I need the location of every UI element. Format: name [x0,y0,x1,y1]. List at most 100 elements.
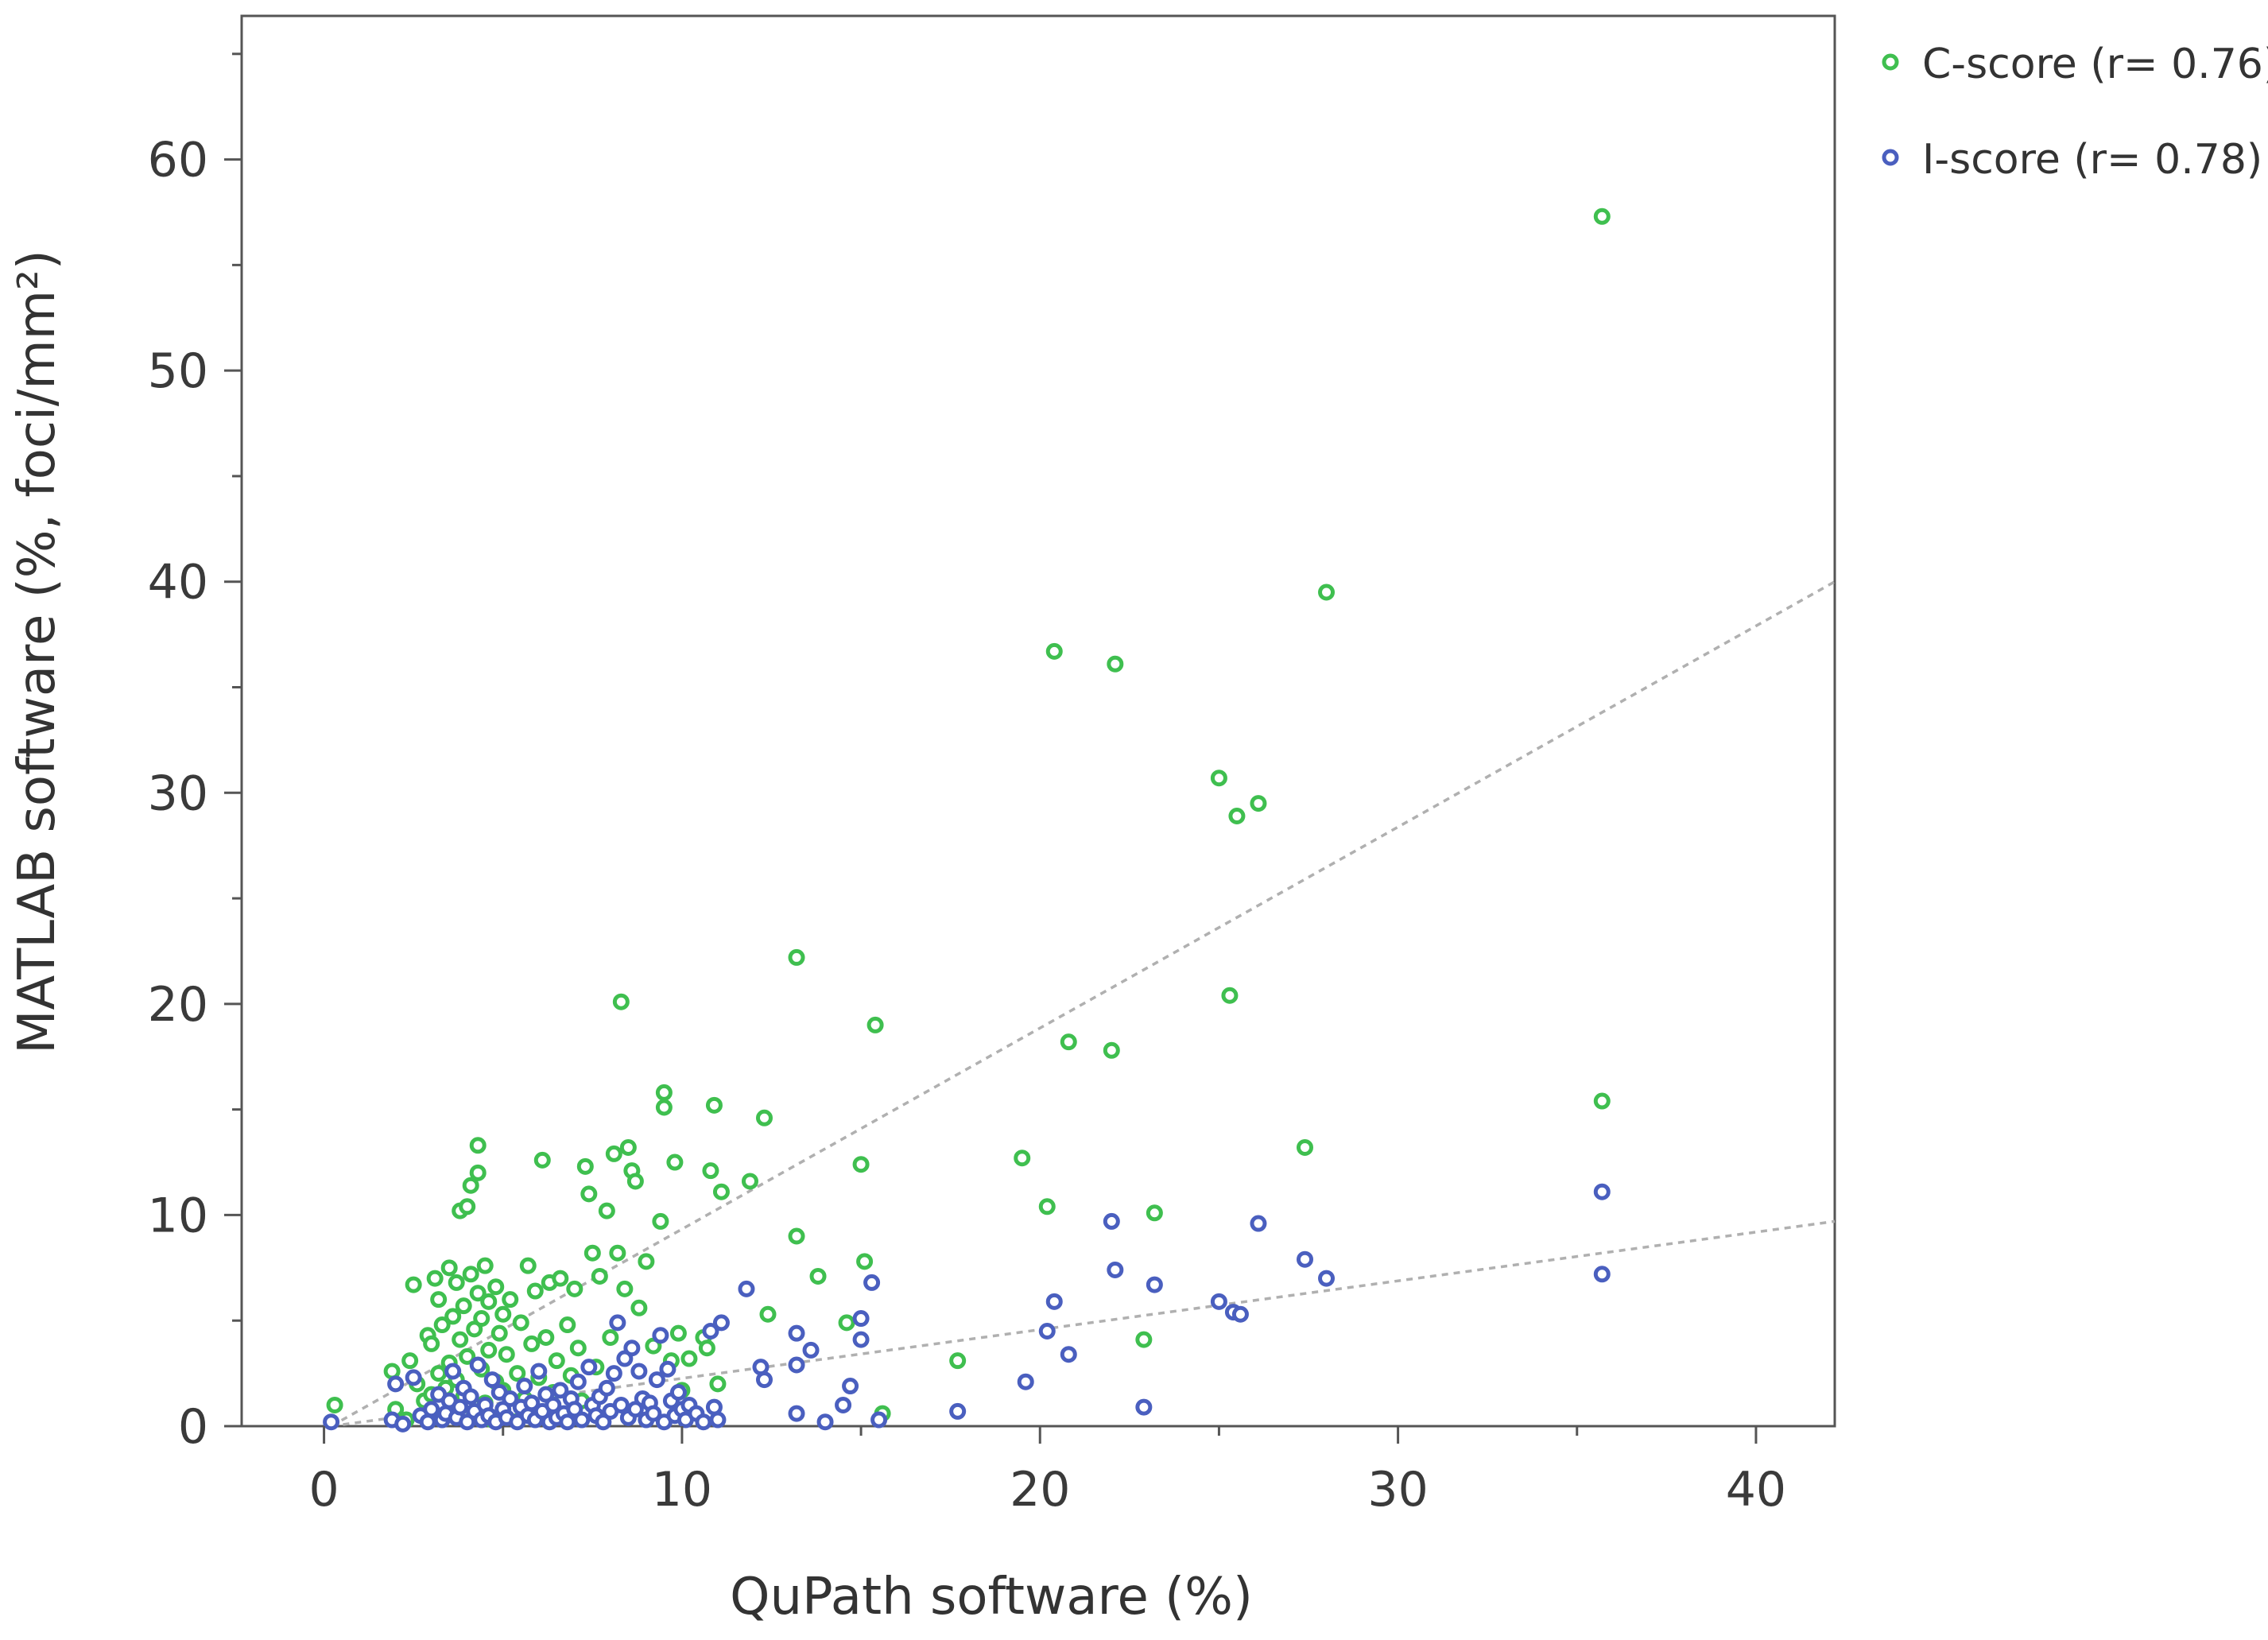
data-point [1210,770,1227,787]
data-point [326,1396,343,1413]
data-point [552,1270,569,1287]
data-point [401,1352,419,1370]
data-point [573,1411,591,1429]
plot-frame [240,14,1836,1428]
data-point [1297,1250,1314,1268]
data-point [598,1202,615,1219]
data-point [655,1099,673,1116]
data-point [1593,207,1611,225]
data-point [576,1157,594,1175]
data-point [1103,1041,1120,1059]
data-point [866,1016,884,1033]
data-point [738,1280,755,1297]
data-point [788,948,805,966]
data-point [494,1305,512,1323]
data-point [638,1253,655,1270]
y-tick-label: 50 [148,343,208,399]
data-point [1135,1331,1153,1348]
data-point [1318,583,1336,601]
data-point [605,1145,622,1162]
data-point [1318,1270,1336,1287]
legend-label: I-score (r= 0.78) [1922,136,2262,184]
data-point [816,1413,834,1431]
data-point [842,1378,859,1395]
data-point [430,1291,448,1309]
data-point [405,1369,422,1386]
data-point [430,1365,448,1382]
data-point [669,1324,687,1342]
data-point [1250,795,1267,812]
legend-marker [1882,149,1899,166]
data-point [852,1156,870,1173]
data-point [698,1340,715,1357]
data-point [863,1274,881,1291]
data-point [440,1259,458,1277]
data-point [755,1371,773,1389]
data-point [712,1314,730,1332]
data-point [426,1270,444,1287]
data-point [566,1280,583,1297]
data-point [323,1413,340,1431]
data-point [605,1365,622,1382]
data-point [705,1096,723,1114]
x-tick-label: 20 [1010,1462,1070,1518]
y-tick-label: 20 [148,977,208,1033]
data-point [580,1185,598,1203]
trend-line [330,580,1836,1428]
data-point [802,1341,820,1359]
data-point [530,1363,548,1380]
data-point [444,1363,462,1380]
data-point [1231,1305,1249,1323]
data-point [569,1373,587,1390]
data-point [695,1413,712,1431]
data-point [452,1398,469,1416]
data-point [502,1390,519,1407]
data-point [452,1331,469,1348]
data-point [652,1327,669,1344]
data-point [835,1396,852,1413]
data-point [702,1162,719,1180]
data-point [523,1394,541,1412]
data-point [709,1375,727,1393]
data-point [623,1340,641,1357]
y-axis-title: MATLAB software (%, foci/mm²) [8,250,67,1053]
legend-label: C-score (r= 0.76) [1922,41,2268,88]
data-point [405,1276,422,1293]
data-point [519,1257,537,1274]
data-points [323,207,1611,1433]
data-point [487,1278,505,1296]
data-point [1107,655,1124,673]
data-point [852,1331,870,1348]
data-point [1250,1215,1267,1232]
data-point [523,1335,541,1352]
data-point [870,1411,888,1429]
data-point [459,1198,476,1215]
data-point [856,1253,874,1270]
data-point [630,1299,648,1316]
data-point [483,1371,501,1389]
data-point [583,1244,601,1262]
x-tick-label: 0 [308,1462,339,1518]
data-point [1228,808,1246,825]
data-point [1038,1198,1056,1215]
data-point [444,1308,462,1325]
data-point [619,1138,637,1156]
x-tick-label: 30 [1367,1462,1428,1518]
data-point [512,1314,529,1332]
data-point [709,1411,727,1429]
data-point [423,1401,440,1418]
data-point [526,1282,544,1300]
data-point [469,1164,487,1181]
y-axis: 0 10 20 30 40 50 60 [148,52,242,1455]
x-axis: 0 10 20 30 40 [308,1426,1786,1518]
data-point [712,1183,730,1200]
data-point [1593,1092,1611,1110]
data-point [666,1153,684,1171]
x-tick-label: 10 [652,1462,712,1518]
data-point [559,1316,576,1334]
x-axis-title: QuPath software (%) [730,1568,1253,1626]
data-point [502,1291,519,1309]
data-point [598,1379,615,1397]
data-point [652,1212,669,1230]
